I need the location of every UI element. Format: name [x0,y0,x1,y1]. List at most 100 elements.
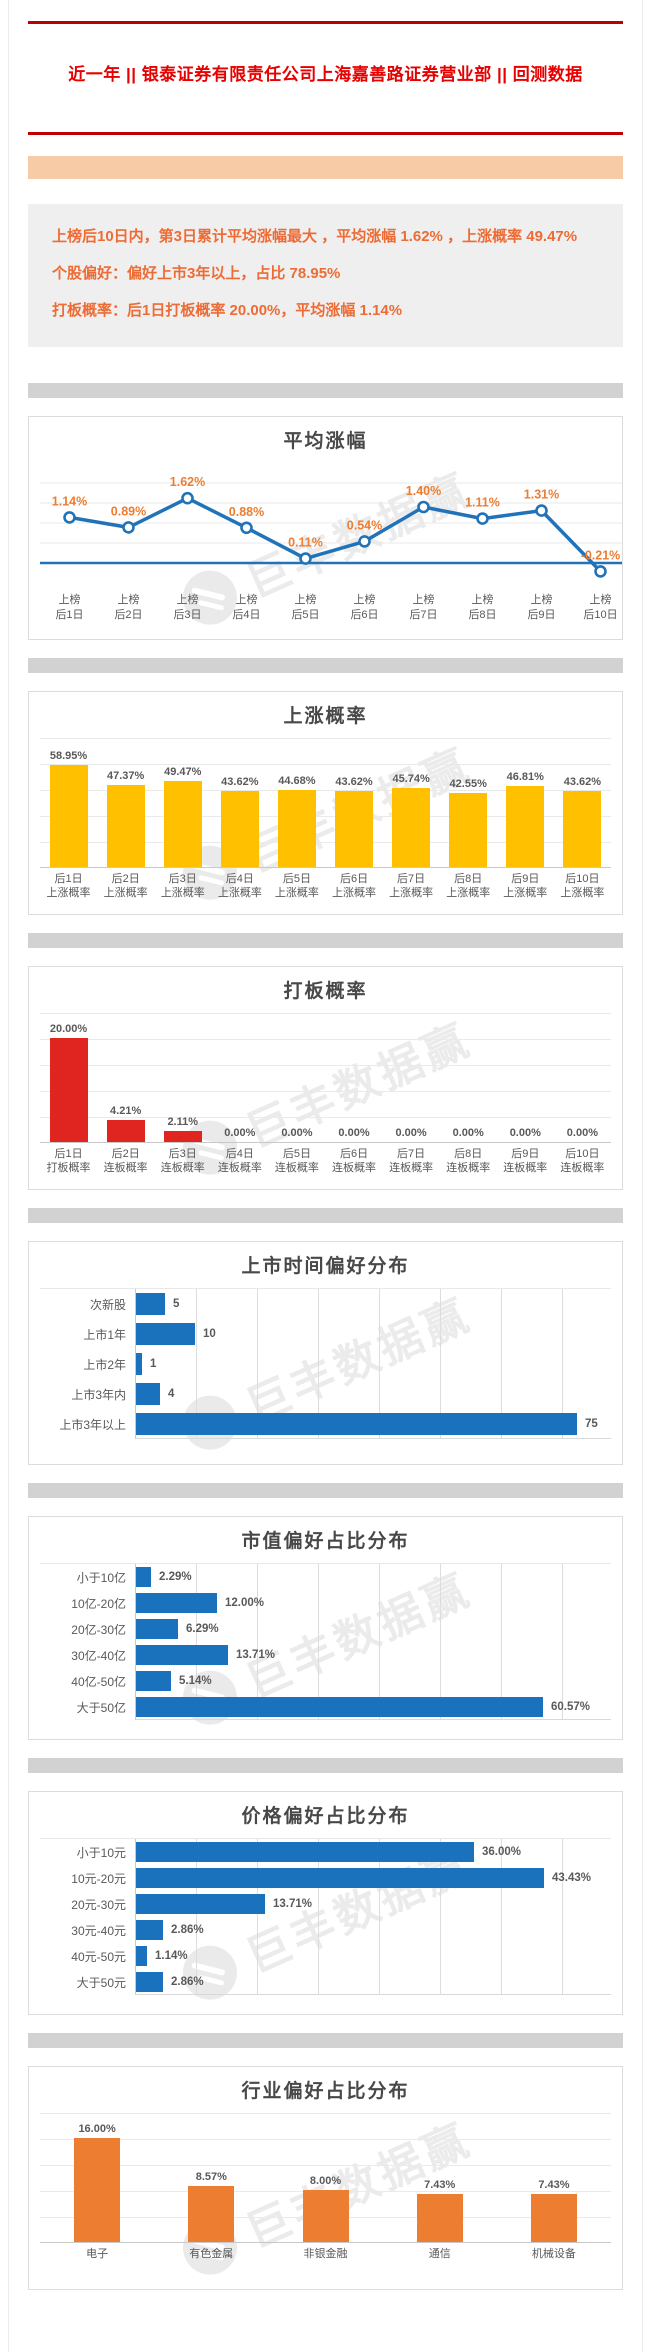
hbar-row: 30元-40元 2.86% [40,1917,611,1943]
hbar-row: 20元-30元 13.71% [40,1891,611,1917]
bar-value-label: 0.00% [452,1127,484,1139]
card-avg-change: 巨丰数据赢 平均涨幅 1.14% 0.89% 1.62% 0.88% 0.11% 0.54… [28,416,623,640]
bar-group: 0.00% [554,1013,611,1142]
bar-value-label: 0.00% [509,1127,541,1139]
axis-category-label: 上榜 后2日 [114,594,143,621]
hbar-row: 30亿-40亿 13.71% [40,1642,611,1668]
hbar-row: 大于50亿 60.57% [40,1694,611,1720]
bar-value-label: 7.43% [424,2179,456,2191]
mid-rule [28,132,623,135]
bar-value-label: 7.43% [538,2179,570,2191]
axis-category-label: 后3日 上涨概率 [160,873,205,899]
bar-value-label: 2.86% [171,1924,204,1936]
bar [302,2190,349,2242]
hbar-row: 10元-20元 43.43% [40,1865,611,1891]
card-listing-time-distribution: 巨丰数据赢 上市时间偏好分布 次新股5上市1年10上市2年1上市3年内4上市3年… [28,1241,623,1465]
listing-time-hbar-chart: 次新股 5 上市1年 10 上市2年 1 上市3年内 4 上市3年以上 75 [40,1288,611,1439]
axis-category-label: 后8日 上涨概率 [446,873,491,899]
chart-title-industry: 行业偏好占比分布 [241,2081,410,2102]
axis-category-label: 后6日 连板概率 [332,1148,377,1174]
axis-category-label: 上榜 后10日 [583,594,618,621]
chart-title-market-cap: 市值偏好占比分布 [241,1531,410,1552]
hbar-track: 13.71% [135,1891,611,1917]
bar-value-label: 43.62% [221,776,259,788]
bar-value-label: 45.74% [392,773,430,785]
bar-value-label: 75 [585,1417,598,1430]
hbar-row: 上市2年 1 [40,1349,611,1379]
hbar-track: 4 [135,1379,611,1409]
bar-value-label: 13.71% [236,1649,276,1661]
axis-category-label: 上市3年以上 [59,1417,126,1432]
bar-value-label: 1 [150,1358,157,1370]
market-cap-hbar-chart: 小于10亿 2.29% 10亿-20亿 12.00% 20亿-30亿 6.29% 30亿-4… [40,1563,611,1720]
industry-bar-chart: 16.00% 8.57% 8.00% 7.43% 7.43% 电子 有色金属 非银金融 通信 机械… [40,2113,611,2261]
bar-chart-categories: 电子 有色金属 非银金融 通信 机械设备 [40,2247,611,2261]
bar [106,1120,145,1142]
bar-value-label: 43.62% [563,776,602,788]
bar-value-label: 2.86% [171,1975,204,1988]
axis-category-label: 上榜 后6日 [350,594,379,621]
axis-category-label: 大于50亿 [76,1700,126,1715]
svg-text:1.11%: 1.11% [465,496,500,510]
svg-text:0.54%: 0.54% [347,518,382,532]
axis-category-label: 上榜 后3日 [173,594,202,621]
svg-text:1.62%: 1.62% [170,475,205,489]
axis-category-label: 后5日 连板概率 [274,1148,319,1174]
hbar-track: 1 [135,1349,611,1379]
bar-group: 0.00% [440,1013,497,1142]
bar-value-label: 43.43% [552,1872,592,1884]
hbar-track: 43.43% [135,1865,611,1891]
hbar-row: 次新股 5 [40,1289,611,1319]
bar [136,1412,577,1435]
bar [220,791,259,867]
bar [277,790,316,867]
limit-up-probability-bar-chart: 20.00% 4.21% 2.11% 0.00% 0.00% 0.00% 0.00% 0.00… [40,1013,611,1175]
axis-category-label: 后4日 上涨概率 [217,873,262,899]
hbar-track: 12.00% [135,1590,611,1616]
bar [136,1353,142,1375]
chart-title-listing-time: 上市时间偏好分布 [241,1256,410,1277]
bar [136,1920,163,1940]
axis-category-label: 上榜 后7日 [409,594,438,621]
axis-category-label: 上榜 后9日 [527,594,556,621]
bar-chart-plot: 20.00% 4.21% 2.11% 0.00% 0.00% 0.00% 0.00% 0.00… [40,1013,611,1143]
bar-group: 44.68% [268,738,325,867]
bar [188,2186,235,2242]
svg-text:1.31%: 1.31% [524,488,559,502]
bar-group: 0.00% [211,1013,268,1142]
bar-chart-plot: 58.95% 47.37% 49.47% 43.62% 44.68% 43.62% 45.7… [40,738,611,868]
bar-group: 45.74% [383,738,440,867]
section-divider [28,1758,623,1773]
hbar-row: 上市1年 10 [40,1319,611,1349]
bar [530,2194,577,2242]
axis-category-label: 后5日 上涨概率 [274,873,319,899]
hbar-track: 1.14% [135,1943,611,1969]
axis-category-label: 有色金属 [189,2248,234,2260]
axis-category-label: 10元-20元 [71,1871,126,1886]
top-rule [28,21,623,24]
bar [136,1842,474,1862]
report-title: 近一年 || 银泰证券有限责任公司上海嘉善路证券营业部 || 回测数据 [68,65,583,84]
bar [136,1868,544,1888]
bar [74,2138,121,2242]
bar-value-label: 12.00% [225,1597,265,1609]
bar-value-label: 8.57% [195,2171,227,2183]
axis-category-label: 30元-40元 [71,1923,126,1938]
section-divider [28,1483,623,1498]
hbar-row: 小于10亿 2.29% [40,1564,611,1590]
axis-category-label: 后6日 上涨概率 [332,873,377,899]
bar [136,1946,147,1966]
bar-group: 8.57% [154,2113,268,2242]
report-page: 近一年 || 银泰证券有限责任公司上海嘉善路证券营业部 || 回测数据 上榜后1… [8,0,643,2352]
orange-banner [28,156,623,179]
bar [136,1383,160,1405]
summary-line-preference: 个股偏好：偏好上市3年以上，占比 78.95% [52,265,341,282]
axis-category-label: 小于10亿 [76,1570,126,1585]
axis-category-label: 次新股 [89,1297,126,1312]
axis-category-label: 后2日 上涨概率 [103,873,148,899]
axis-category-label: 后7日 连板概率 [389,1148,434,1174]
bar-value-label: 60.57% [551,1700,591,1713]
bar-group: 7.43% [497,2113,611,2242]
bar-chart-plot: 16.00% 8.57% 8.00% 7.43% 7.43% [40,2113,611,2243]
bar-group: 43.62% [325,738,382,867]
